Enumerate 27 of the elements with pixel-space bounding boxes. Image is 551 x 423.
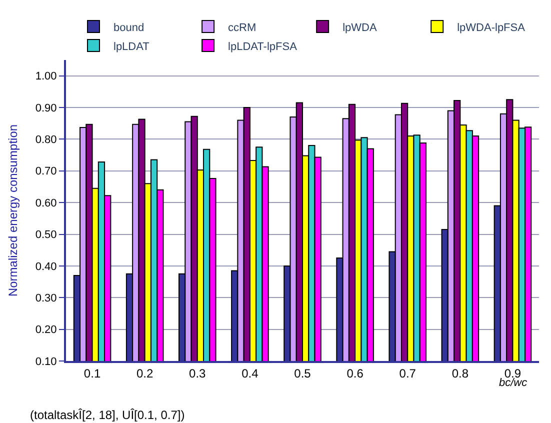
legend-label: bound xyxy=(114,22,144,34)
y-tick-label: 0.40 xyxy=(35,260,57,273)
legend-label: lpLDAT xyxy=(114,40,150,53)
y-tick-label: 1.00 xyxy=(35,70,57,83)
y-tick-label: 0.70 xyxy=(35,166,57,178)
x-tick-label: 0.6 xyxy=(346,366,364,380)
y-tick-label: 0.90 xyxy=(35,102,57,114)
x-tick-label: 0.1 xyxy=(84,366,101,380)
x-tick-label: 0.8 xyxy=(452,366,469,380)
x-tick-label: 0.5 xyxy=(294,366,312,380)
x-tick-label: 0.2 xyxy=(136,366,154,380)
legend-label: lpWDA-lpFSA xyxy=(457,22,526,34)
legend-label: lpLDAT-lpFSA xyxy=(228,40,298,53)
legend-label: ccRM xyxy=(228,22,256,34)
x-tick-label: 0.7 xyxy=(399,366,416,380)
x-tick-label: 0.4 xyxy=(242,366,259,380)
y-axis-title: Normalized energy consumption xyxy=(6,124,20,297)
y-tick-label: 0.20 xyxy=(35,324,57,336)
x-tick-label: 0.3 xyxy=(189,366,206,380)
y-tick-label: 0.30 xyxy=(35,292,57,304)
y-tick-label: 0.60 xyxy=(35,197,57,210)
y-tick-label: 0.80 xyxy=(35,134,57,146)
legend-label: lpWDA xyxy=(342,22,378,34)
y-tick-label: 0.10 xyxy=(35,356,57,368)
text: (totaltaskÎ[2, 18], UÎ[0.1, 0.7]) xyxy=(30,408,185,422)
x-axis-title: bc/wc xyxy=(499,377,528,389)
y-tick-label: 0.50 xyxy=(35,229,57,242)
